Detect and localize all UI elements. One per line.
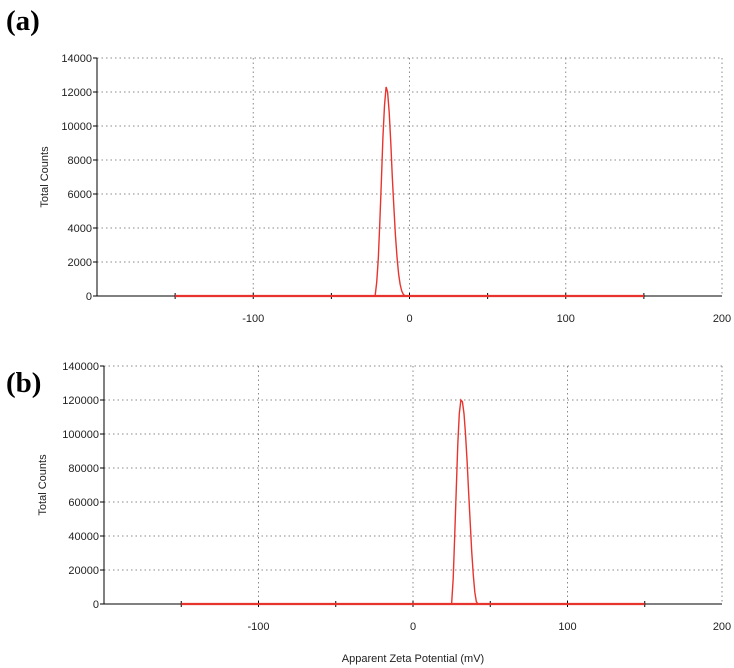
x-tick-label: 200 [713,621,731,633]
x-tick-label: 100 [557,313,575,325]
y-tick-label: 20000 [68,565,99,577]
x-tick-label: 100 [558,621,576,633]
series-line [450,398,479,605]
x-tick-label: 0 [406,313,412,325]
x-tick-label: -100 [242,313,264,325]
y-tick-label: 140000 [62,361,99,373]
y-tick-label: 0 [86,291,92,303]
y-tick-label: 2000 [68,257,92,269]
chart-panel-b: (b) 0 20000 40000 60000 80000 100000 120000 1400… [6,361,731,665]
y-tick-label: 8000 [68,155,92,167]
x-tick-label: 0 [410,621,416,633]
y-tick-label: 4000 [68,223,92,235]
chart-panel-a: (a) 0 2000 4000 6000 8000 10000 12000 14000 -100 0… [6,5,731,325]
y-tick-label: 12000 [61,87,92,99]
series-line [374,86,407,297]
y-tick-label: 40000 [68,531,99,543]
y-tick-label: 14000 [61,53,92,65]
y-axis-label: Total Counts [37,454,49,516]
panel-label: (a) [6,5,40,37]
y-axis-label: Total Counts [39,146,51,208]
y-tick-label: 100000 [62,429,99,441]
y-tick-label: 60000 [68,497,99,509]
y-tick-label: 120000 [62,395,99,407]
y-tick-label: 80000 [68,463,99,475]
x-tick-label: -100 [247,621,269,633]
x-axis-label: Apparent Zeta Potential (mV) [342,653,484,665]
panel-label: (b) [6,367,41,399]
y-tick-label: 6000 [68,189,92,201]
y-tick-label: 10000 [61,121,92,133]
y-tick-label: 0 [93,599,99,611]
x-tick-label: 200 [713,313,731,325]
